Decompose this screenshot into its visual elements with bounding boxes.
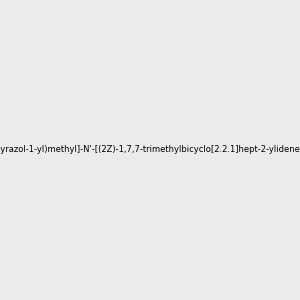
Text: 4-[(4-chloro-1H-pyrazol-1-yl)methyl]-N'-[(2Z)-1,7,7-trimethylbicyclo[2.2.1]hept-: 4-[(4-chloro-1H-pyrazol-1-yl)methyl]-N'-…	[0, 146, 300, 154]
